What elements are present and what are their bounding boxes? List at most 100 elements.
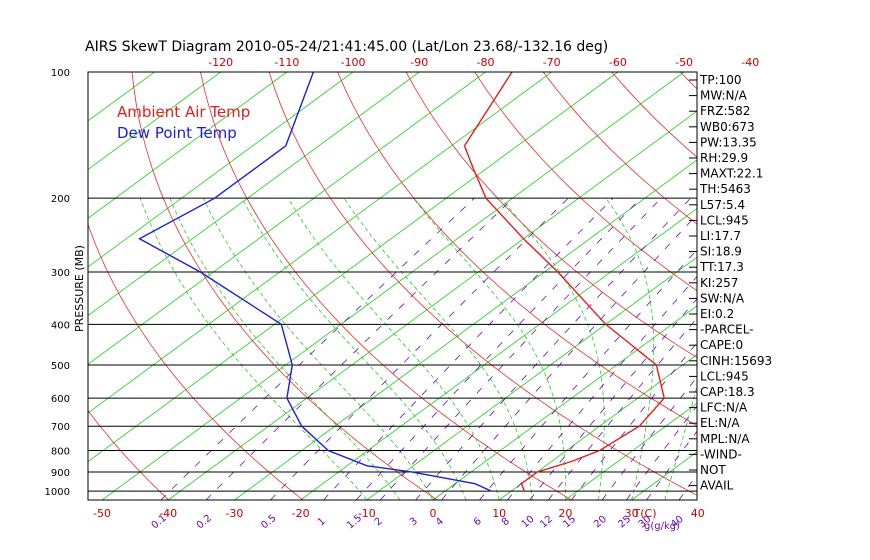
moist-adiabat-line: [203, 198, 434, 500]
stat-label: LCL:945: [700, 213, 749, 227]
mixing-ratio-line: [160, 197, 475, 500]
stat-label: LFC:N/A: [700, 401, 748, 415]
pressure-tick-label: 1000: [45, 487, 70, 498]
isotherm-line: [101, 72, 685, 500]
stat-label: LI:17.7: [700, 229, 741, 243]
isotherm-line: [565, 402, 697, 500]
y-axis-label: PRESSURE (MB): [73, 245, 86, 332]
air-temp-profile: [463, 72, 665, 492]
moist-adiabat-line: [139, 198, 368, 500]
isotherm-line: [234, 159, 697, 500]
top-temp-tick-label: -90: [410, 56, 428, 69]
bottom-temp-tick-label: -20: [292, 507, 310, 520]
mixing-ratio-line: [507, 276, 697, 500]
mixing-ratio-line: [601, 376, 697, 500]
stat-label: -PARCEL-: [700, 323, 754, 337]
top-temp-tick-label: -110: [274, 56, 299, 69]
bottom-temp-tick-label: 40: [691, 507, 705, 520]
pressure-tick-label: 500: [51, 361, 70, 372]
stat-label: TH:5463: [699, 182, 751, 196]
bottom-temp-tick-label: -40: [159, 507, 177, 520]
dry-adiabat-line: [88, 223, 304, 500]
dry-adiabat-line: [405, 72, 697, 359]
pressure-tick-label: 600: [51, 394, 70, 405]
stat-label: SI:18.9: [700, 245, 742, 259]
mixing-ratio-line: [626, 405, 697, 500]
isotherm-line: [88, 72, 288, 219]
isotherm-line: [498, 354, 697, 500]
moist-adiabat-line: [241, 198, 467, 500]
stat-label: FRZ:582: [700, 104, 750, 118]
dry-adiabat-line: [88, 409, 169, 500]
isotherm-line: [88, 72, 221, 171]
bottom-temp-tick-label: -50: [93, 507, 111, 520]
mixing-ratio-tick-label: 6: [472, 516, 484, 529]
isotherm-line: [88, 72, 552, 414]
mixing-ratio-line: [380, 197, 662, 500]
bottom-temp-tick-label: -10: [358, 507, 376, 520]
isotherm-line: [88, 72, 420, 317]
bottom-temp-tick-label: 30: [625, 507, 639, 520]
mixing-ratio-line: [355, 197, 642, 500]
mixing-ratio-line: [529, 298, 697, 500]
isotherm-line: [300, 208, 697, 500]
moist-adiabat-line: [287, 197, 500, 500]
moist-adiabat-line: [605, 197, 654, 500]
mixing-ratio-line: [205, 197, 514, 500]
stat-label: SW:N/A: [700, 291, 745, 305]
mixing-ratio-line: [270, 197, 569, 500]
stat-label: KI:257: [700, 276, 738, 290]
dry-adiabat-line: [817, 72, 870, 500]
mixing-ratio-tick-label: 12: [538, 514, 555, 531]
mixing-ratio-tick-label: 8: [500, 516, 512, 529]
top-temp-tick-label: -50: [675, 56, 693, 69]
bottom-temp-tick-label: -30: [225, 507, 243, 520]
isotherm-line: [88, 72, 619, 463]
stat-label: MW:N/A: [700, 89, 748, 103]
isotherm-line: [830, 72, 870, 500]
top-temp-tick-label: -80: [476, 56, 494, 69]
mixing-ratio-unit-label: g(g/kg): [644, 521, 680, 532]
stat-label: LCL:945: [700, 369, 749, 383]
dry-adiabat-line: [337, 72, 697, 427]
isotherm-line: [167, 110, 697, 500]
stat-label: MAXT:22.1: [700, 167, 763, 181]
mixing-ratio-line: [547, 317, 697, 500]
bottom-temp-tick-label: 0: [430, 507, 437, 520]
stat-label: PW:13.35: [700, 135, 757, 149]
top-temp-tick-label: -70: [543, 56, 561, 69]
moist-adiabat-line: [413, 197, 566, 500]
mixing-ratio-line: [323, 197, 614, 500]
mixing-ratio-tick-label: 2: [373, 516, 385, 529]
stat-label: CAP:18.3: [700, 385, 755, 399]
dry-adiabat-line: [268, 72, 697, 496]
mixing-ratio-line: [415, 197, 691, 500]
stat-label: CINH:15693: [700, 354, 772, 368]
legend-dew-point: Dew Point Temp: [117, 124, 237, 142]
stat-label: EL:N/A: [700, 416, 740, 430]
stat-label: RH:29.9: [700, 151, 748, 165]
dry-adiabat-line: [474, 72, 697, 292]
mixing-ratio-tick-label: 3: [408, 516, 420, 529]
stat-label: CAPE:0: [700, 338, 743, 352]
mixing-ratio-line: [646, 430, 697, 500]
dry-adiabat-line: [749, 72, 870, 500]
bottom-temp-tick-label: 10: [492, 507, 506, 520]
pressure-tick-label: 800: [51, 447, 70, 458]
top-temp-tick-label: -60: [609, 56, 627, 69]
top-temp-tick-label: -40: [741, 56, 759, 69]
bottom-temp-tick-label: 20: [558, 507, 572, 520]
stat-label: AVAIL: [700, 479, 734, 493]
mixing-ratio-line: [479, 249, 697, 500]
mixing-ratio-line: [441, 213, 697, 500]
stat-label: TT:17.3: [699, 260, 744, 274]
stat-label: -WIND-: [700, 447, 742, 461]
pressure-tick-label: 200: [51, 194, 70, 205]
moist-adiabat-line: [500, 197, 605, 500]
top-temp-tick-label: -120: [208, 56, 233, 69]
isotherm-line: [88, 72, 354, 268]
plot-frame: [87, 71, 698, 501]
stat-label: WB0:673: [700, 120, 755, 134]
moist-adiabat-line: [664, 383, 697, 500]
mixing-ratio-line: [571, 342, 697, 500]
